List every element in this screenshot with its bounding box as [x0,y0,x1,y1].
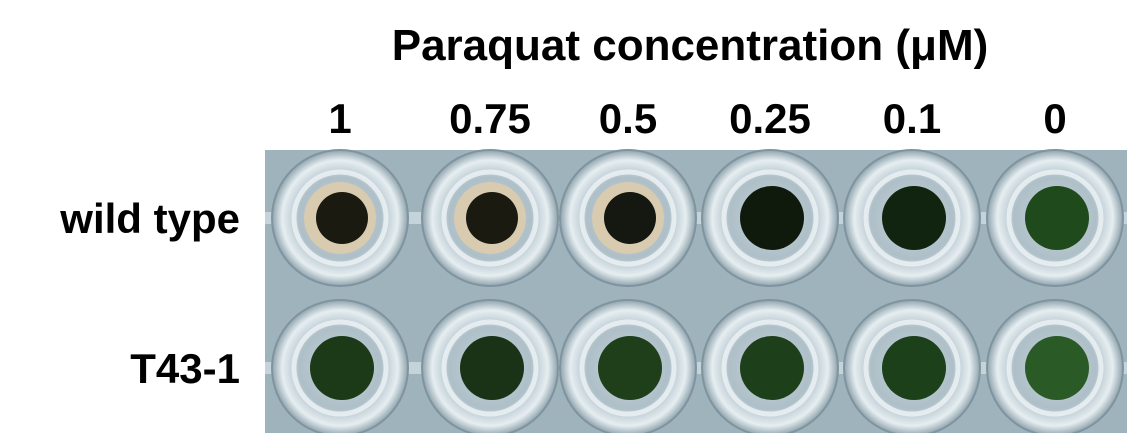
row-label: wild type [59,195,240,242]
column-label: 0.1 [883,95,941,142]
well-inner [291,169,389,267]
column-label: 1 [328,95,351,142]
title: Paraquat concentration (μM) [392,21,989,70]
leaf-disc [460,336,524,400]
leaf-disc [740,336,804,400]
column-label: 0 [1043,95,1066,142]
column-label: 0.75 [449,95,531,142]
plate [265,150,1127,433]
well-inner [579,319,677,417]
leaf-disc [598,336,662,400]
leaf-disc [882,186,946,250]
well-inner [291,319,389,417]
leaf-disc [882,336,946,400]
well-inner [441,169,539,267]
labels: 1 0.75 0.5 0.25 0.1 0 wild type T43-1 [59,95,1066,392]
leaf-disc [310,336,374,400]
column-label: 0.25 [729,95,811,142]
wells [265,149,1127,433]
column-label: 0.5 [599,95,657,142]
well-inner [1006,169,1104,267]
leaf-disc [740,186,804,250]
well-inner [863,169,961,267]
leaf-disc [316,192,368,244]
leaf-disc [1025,336,1089,400]
well-inner [721,169,819,267]
well-inner [441,319,539,417]
leaf-disc [604,192,656,244]
row-label: T43-1 [130,345,240,392]
well-inner [1006,319,1104,417]
well-inner [579,169,677,267]
well-inner [721,319,819,417]
leaf-disc [466,192,518,244]
well-inner [863,319,961,417]
leaf-disc [1025,186,1089,250]
